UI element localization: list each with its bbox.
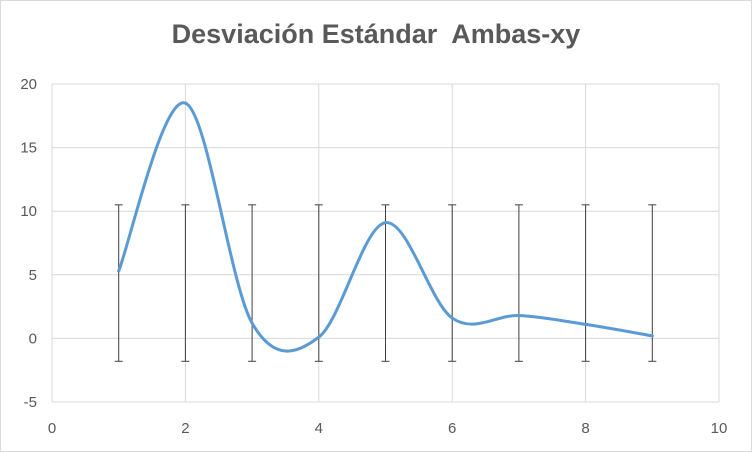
x-tick-label: 0	[48, 420, 56, 437]
data-point	[250, 321, 254, 325]
x-tick-label: 4	[315, 420, 323, 437]
y-tick-label: 10	[20, 203, 37, 220]
x-tick-label: 6	[448, 420, 456, 437]
data-point	[517, 314, 521, 318]
data-point	[650, 334, 654, 338]
y-tick-label: 0	[29, 330, 37, 347]
chart-title: Desviación Estándar Ambas-xy	[171, 19, 581, 49]
data-point	[183, 101, 187, 105]
y-tick-label: -5	[24, 394, 37, 411]
x-tick-label: 8	[581, 420, 589, 437]
data-point	[117, 269, 121, 273]
y-tick-label: 5	[29, 267, 37, 284]
y-tick-label: 15	[20, 140, 37, 157]
x-tick-label: 2	[181, 420, 189, 437]
x-tick-label: 10	[711, 420, 728, 437]
data-point	[317, 335, 321, 339]
data-point	[450, 316, 454, 320]
data-point	[384, 221, 387, 225]
y-tick-label: 20	[20, 76, 37, 93]
data-point	[584, 322, 588, 326]
